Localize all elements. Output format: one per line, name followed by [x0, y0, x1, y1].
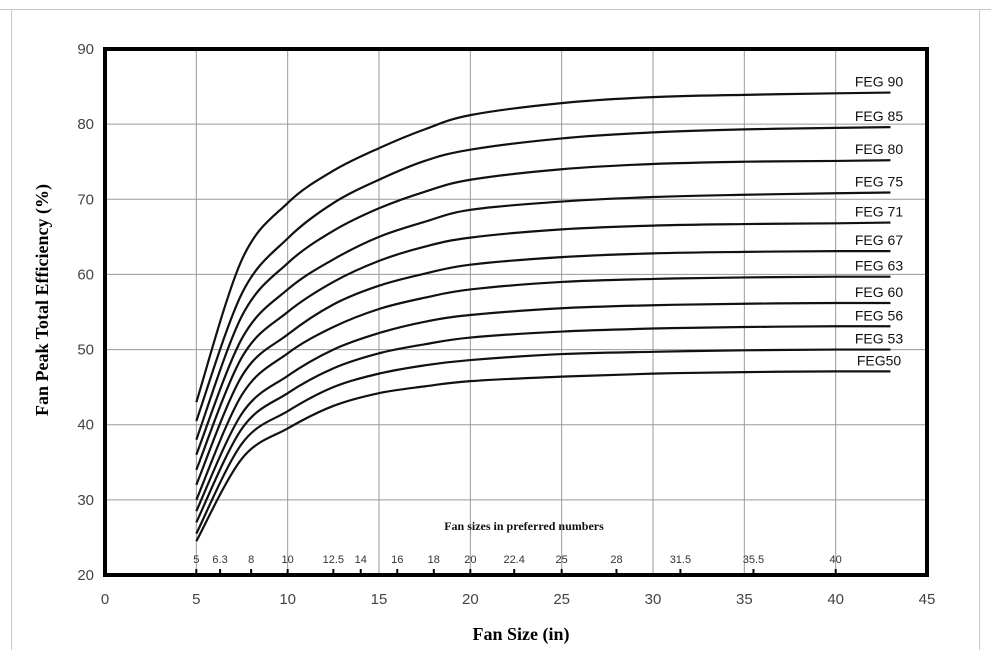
x-tick-label: 45 [919, 591, 936, 608]
preferred-size-label: 40 [830, 554, 842, 566]
feg-curve-line [195, 126, 891, 422]
y-tick-label: 20 [77, 567, 94, 584]
feg-curve-line [195, 221, 891, 471]
y-tick-label: 30 [77, 492, 94, 509]
feg-curves [195, 91, 891, 542]
preferred-size-label: 6.3 [212, 554, 227, 566]
feg-curve-label: FEG 67 [855, 232, 903, 248]
feg-curve-label: FEG 90 [855, 74, 903, 90]
gridlines [105, 49, 927, 575]
y-tick-label: 70 [77, 191, 94, 208]
x-tick-label: 10 [279, 591, 296, 608]
feg-curve-label: FEG 71 [855, 204, 903, 220]
y-tick-label: 50 [77, 342, 94, 359]
curve-labels: FEG 90 FEG 85 FEG 80 FEG 75 FEG 71 FEG 67 FEG … [855, 74, 903, 369]
feg-curve-label: FEG50 [857, 352, 902, 368]
feg-curve-label: FEG 85 [855, 108, 903, 124]
feg-curve-line [195, 348, 891, 535]
x-tick-label: 5 [192, 591, 200, 608]
x-tick-label: 25 [553, 591, 570, 608]
x-tick-label: 0 [101, 591, 109, 608]
preferred-size-label: 5 [193, 554, 199, 566]
x-tick-label: 40 [827, 591, 844, 608]
preferred-size-label: 12.5 [323, 554, 344, 566]
feg-curve-label: FEG 60 [855, 284, 903, 300]
feg-curve-line [195, 325, 891, 523]
x-tick-label: 35 [736, 591, 753, 608]
preferred-size-label: 8 [248, 554, 254, 566]
x-axis-title: Fan Size (in) [473, 624, 570, 645]
y-tick-label: 90 [77, 41, 94, 58]
preferred-sizes-strip: Fan sizes in preferred numbers 5 6.3 8 10 12… [193, 519, 842, 577]
feg-curve-label: FEG 63 [855, 258, 903, 274]
feg-curve-line [195, 191, 891, 456]
plot-frame [103, 47, 929, 577]
x-tick-label: 20 [462, 591, 479, 608]
preferred-sizes-caption: Fan sizes in preferred numbers [444, 519, 604, 533]
x-tick-label: 30 [645, 591, 662, 608]
preferred-size-label: 20 [464, 554, 476, 566]
feg-curve-line [195, 370, 891, 542]
preferred-size-label: 25 [556, 554, 568, 566]
feg-curve-line [195, 159, 891, 441]
feg-curve-line [195, 301, 891, 512]
preferred-size-label: 16 [391, 554, 403, 566]
preferred-size-label: 28 [610, 554, 622, 566]
y-tick-label: 80 [77, 116, 94, 133]
preferred-size-label: 35.5 [743, 554, 764, 566]
feg-curve-label: FEG 53 [855, 331, 903, 347]
feg-curve-label: FEG 80 [855, 141, 903, 157]
figure-border-right [979, 10, 980, 650]
x-tick-label: 15 [371, 591, 388, 608]
feg-curve-label: FEG 75 [855, 174, 903, 190]
feg-curve-line [195, 275, 891, 501]
preferred-size-label: 31.5 [670, 554, 691, 566]
plot-area-border [103, 47, 929, 577]
preferred-size-label: 10 [282, 554, 294, 566]
preferred-size-label: 18 [428, 554, 440, 566]
feg-curve-label: FEG 56 [855, 307, 903, 323]
figure-border-top [0, 9, 991, 10]
feg-curve-line [195, 91, 891, 403]
y-axis-title: Fan Peak Total Efficiency (%) [32, 184, 53, 416]
preferred-size-label: 14 [355, 554, 367, 566]
y-tick-label: 60 [77, 266, 94, 283]
tick-labels: 0 5 10 15 20 25 30 35 40 45 20 30 40 50 60 70 80 90 [77, 41, 935, 608]
feg-curve-line [195, 249, 891, 486]
y-tick-label: 40 [77, 417, 94, 434]
figure-border-left [11, 10, 12, 650]
preferred-size-label: 22.4 [503, 554, 524, 566]
